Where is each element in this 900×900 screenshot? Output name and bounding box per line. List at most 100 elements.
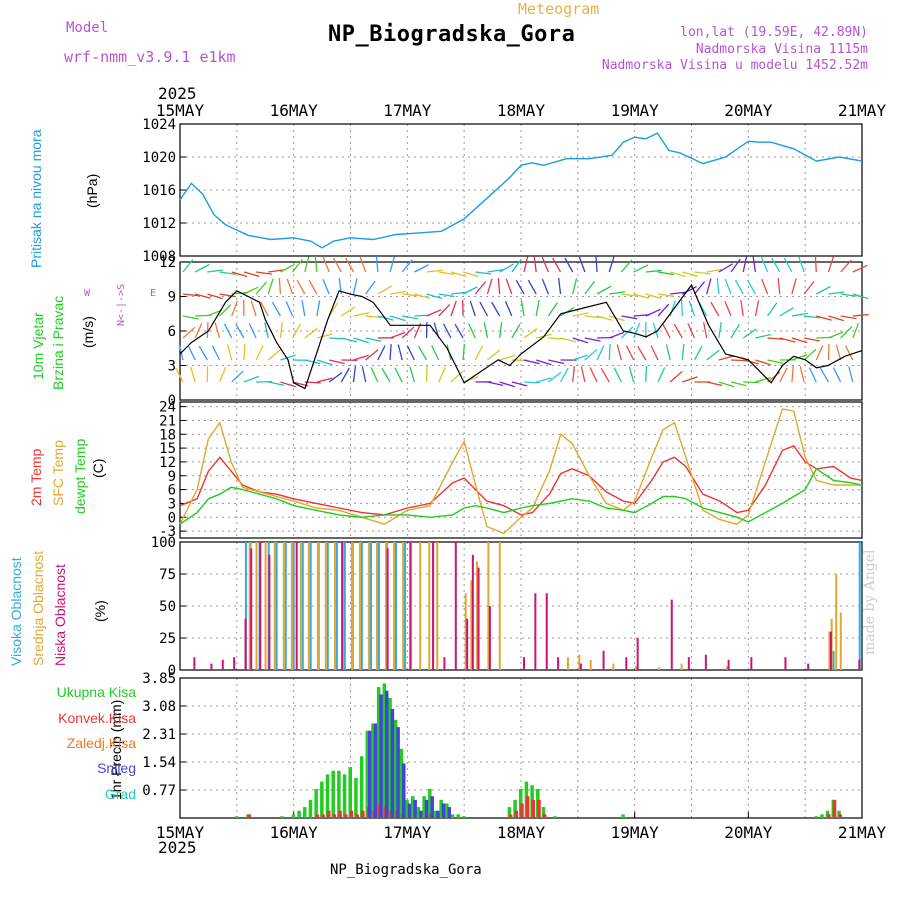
wind-arrow <box>243 271 260 278</box>
wind-arrow <box>742 256 748 273</box>
xtick-label-bottom: 21MAY <box>838 823 887 842</box>
ytick-label: 1008 <box>142 249 176 265</box>
wind-arrow <box>620 259 633 273</box>
wind-arrow <box>194 263 210 273</box>
wind-arrow <box>840 326 853 339</box>
wind-arrow <box>497 277 501 295</box>
wind-arrow <box>533 256 537 273</box>
wind-speed-line <box>179 283 863 390</box>
wind-arrow <box>255 271 273 275</box>
wind-arrow <box>187 345 196 361</box>
wind-arrow <box>278 277 282 295</box>
wind-arrow <box>264 322 269 339</box>
precip-bar-total <box>416 807 421 818</box>
precip-bar-total <box>456 814 460 818</box>
precip-bar-total <box>411 796 415 818</box>
wind-arrow <box>730 324 740 339</box>
wind-arrow <box>381 367 391 383</box>
wind-arrow <box>767 371 781 383</box>
wind-arrow <box>520 300 525 317</box>
wind-arrow <box>840 259 852 273</box>
wind-arrow <box>718 355 735 361</box>
temp-ylabel: 2m Temp <box>28 448 44 506</box>
xtick-label-bottom: 15MAY <box>156 823 205 842</box>
precip-bar-conv <box>326 810 331 818</box>
wind-arrow <box>662 323 671 339</box>
wind-arrow <box>609 331 625 339</box>
wind-arrow <box>370 367 379 383</box>
wind-arrow <box>475 271 492 275</box>
precip-bar-total <box>359 756 364 818</box>
wind-arrow <box>703 322 708 339</box>
wind-arrow <box>438 367 446 383</box>
precip-bar-total <box>337 770 341 818</box>
wind-arrow <box>852 293 869 300</box>
wind-arrow <box>779 367 788 383</box>
wind-arrow <box>706 381 723 387</box>
wind-arrow <box>628 366 635 383</box>
wind-arrow <box>207 269 224 273</box>
precip-bar-snow <box>396 727 400 818</box>
wind-arrow <box>832 367 842 383</box>
precip-bar-snow <box>436 810 440 818</box>
wind-arrow <box>669 370 683 383</box>
wind-arrow <box>608 343 611 361</box>
precip-bar-snow <box>385 690 389 818</box>
precip-bar-total <box>422 796 426 818</box>
wind-arrow <box>365 337 382 342</box>
wind-arrow <box>791 312 808 317</box>
wind-arrow <box>828 315 844 322</box>
wind-arrow <box>755 376 771 383</box>
ytick-label: 1.54 <box>142 755 176 771</box>
wind-arrow <box>547 302 558 317</box>
wind-arrow <box>760 256 769 273</box>
wind-arrow <box>848 366 854 383</box>
wind-arrow <box>304 256 310 273</box>
wind-arrow <box>499 263 514 273</box>
precip-bar-total <box>439 799 443 818</box>
wind-arrow <box>214 322 221 339</box>
wind-arrow <box>450 300 457 317</box>
precip-bar-snow <box>430 796 434 818</box>
wind-arrow <box>755 333 772 339</box>
wind-arrow <box>443 323 452 339</box>
wind-arrow <box>693 345 703 361</box>
wind-arrow <box>467 323 476 339</box>
wind-arrow <box>844 345 854 361</box>
legend-hail: Grad <box>104 786 136 802</box>
wind-arrow <box>365 349 379 361</box>
wind-arrow <box>401 326 415 339</box>
xtick-label-bottom: 17MAY <box>383 823 432 842</box>
wind-arrow <box>767 302 778 317</box>
panel-frame <box>179 541 863 671</box>
wind-arrow <box>682 286 697 295</box>
wind-arrow <box>523 328 538 339</box>
precip-bar-conv <box>355 814 359 818</box>
precip-bar-total <box>428 788 432 818</box>
wind-arrow <box>377 285 393 295</box>
precip-bar-conv <box>514 810 519 818</box>
wind-arrow <box>316 377 333 383</box>
wind-arrow <box>779 307 794 317</box>
ytick-label: 18 <box>159 427 176 443</box>
wind-arrow <box>609 315 625 322</box>
precip-bar-conv <box>349 810 354 818</box>
ytick-label: 1016 <box>142 183 176 199</box>
pressure-unit: (hPa) <box>84 173 100 208</box>
ytick-label: 24 <box>159 400 176 416</box>
wind-arrow <box>322 278 330 295</box>
wind-arrow <box>487 349 501 361</box>
wind-arrow <box>491 301 501 317</box>
wind-arrow <box>304 327 318 339</box>
wind-arrow <box>621 315 638 320</box>
wind-arrow <box>541 256 549 273</box>
wind-arrow <box>609 291 626 295</box>
wind-arrow <box>657 271 674 276</box>
year-label-bottom: 2025 <box>158 838 197 857</box>
ytick-label: 1020 <box>142 150 176 166</box>
precip-bar-total <box>541 807 546 818</box>
precip-bar-total <box>297 810 301 818</box>
legend-conv-rain: Konvek.Kisa <box>58 710 136 726</box>
wind-arrow <box>767 337 784 340</box>
wind-arrow <box>608 256 615 273</box>
